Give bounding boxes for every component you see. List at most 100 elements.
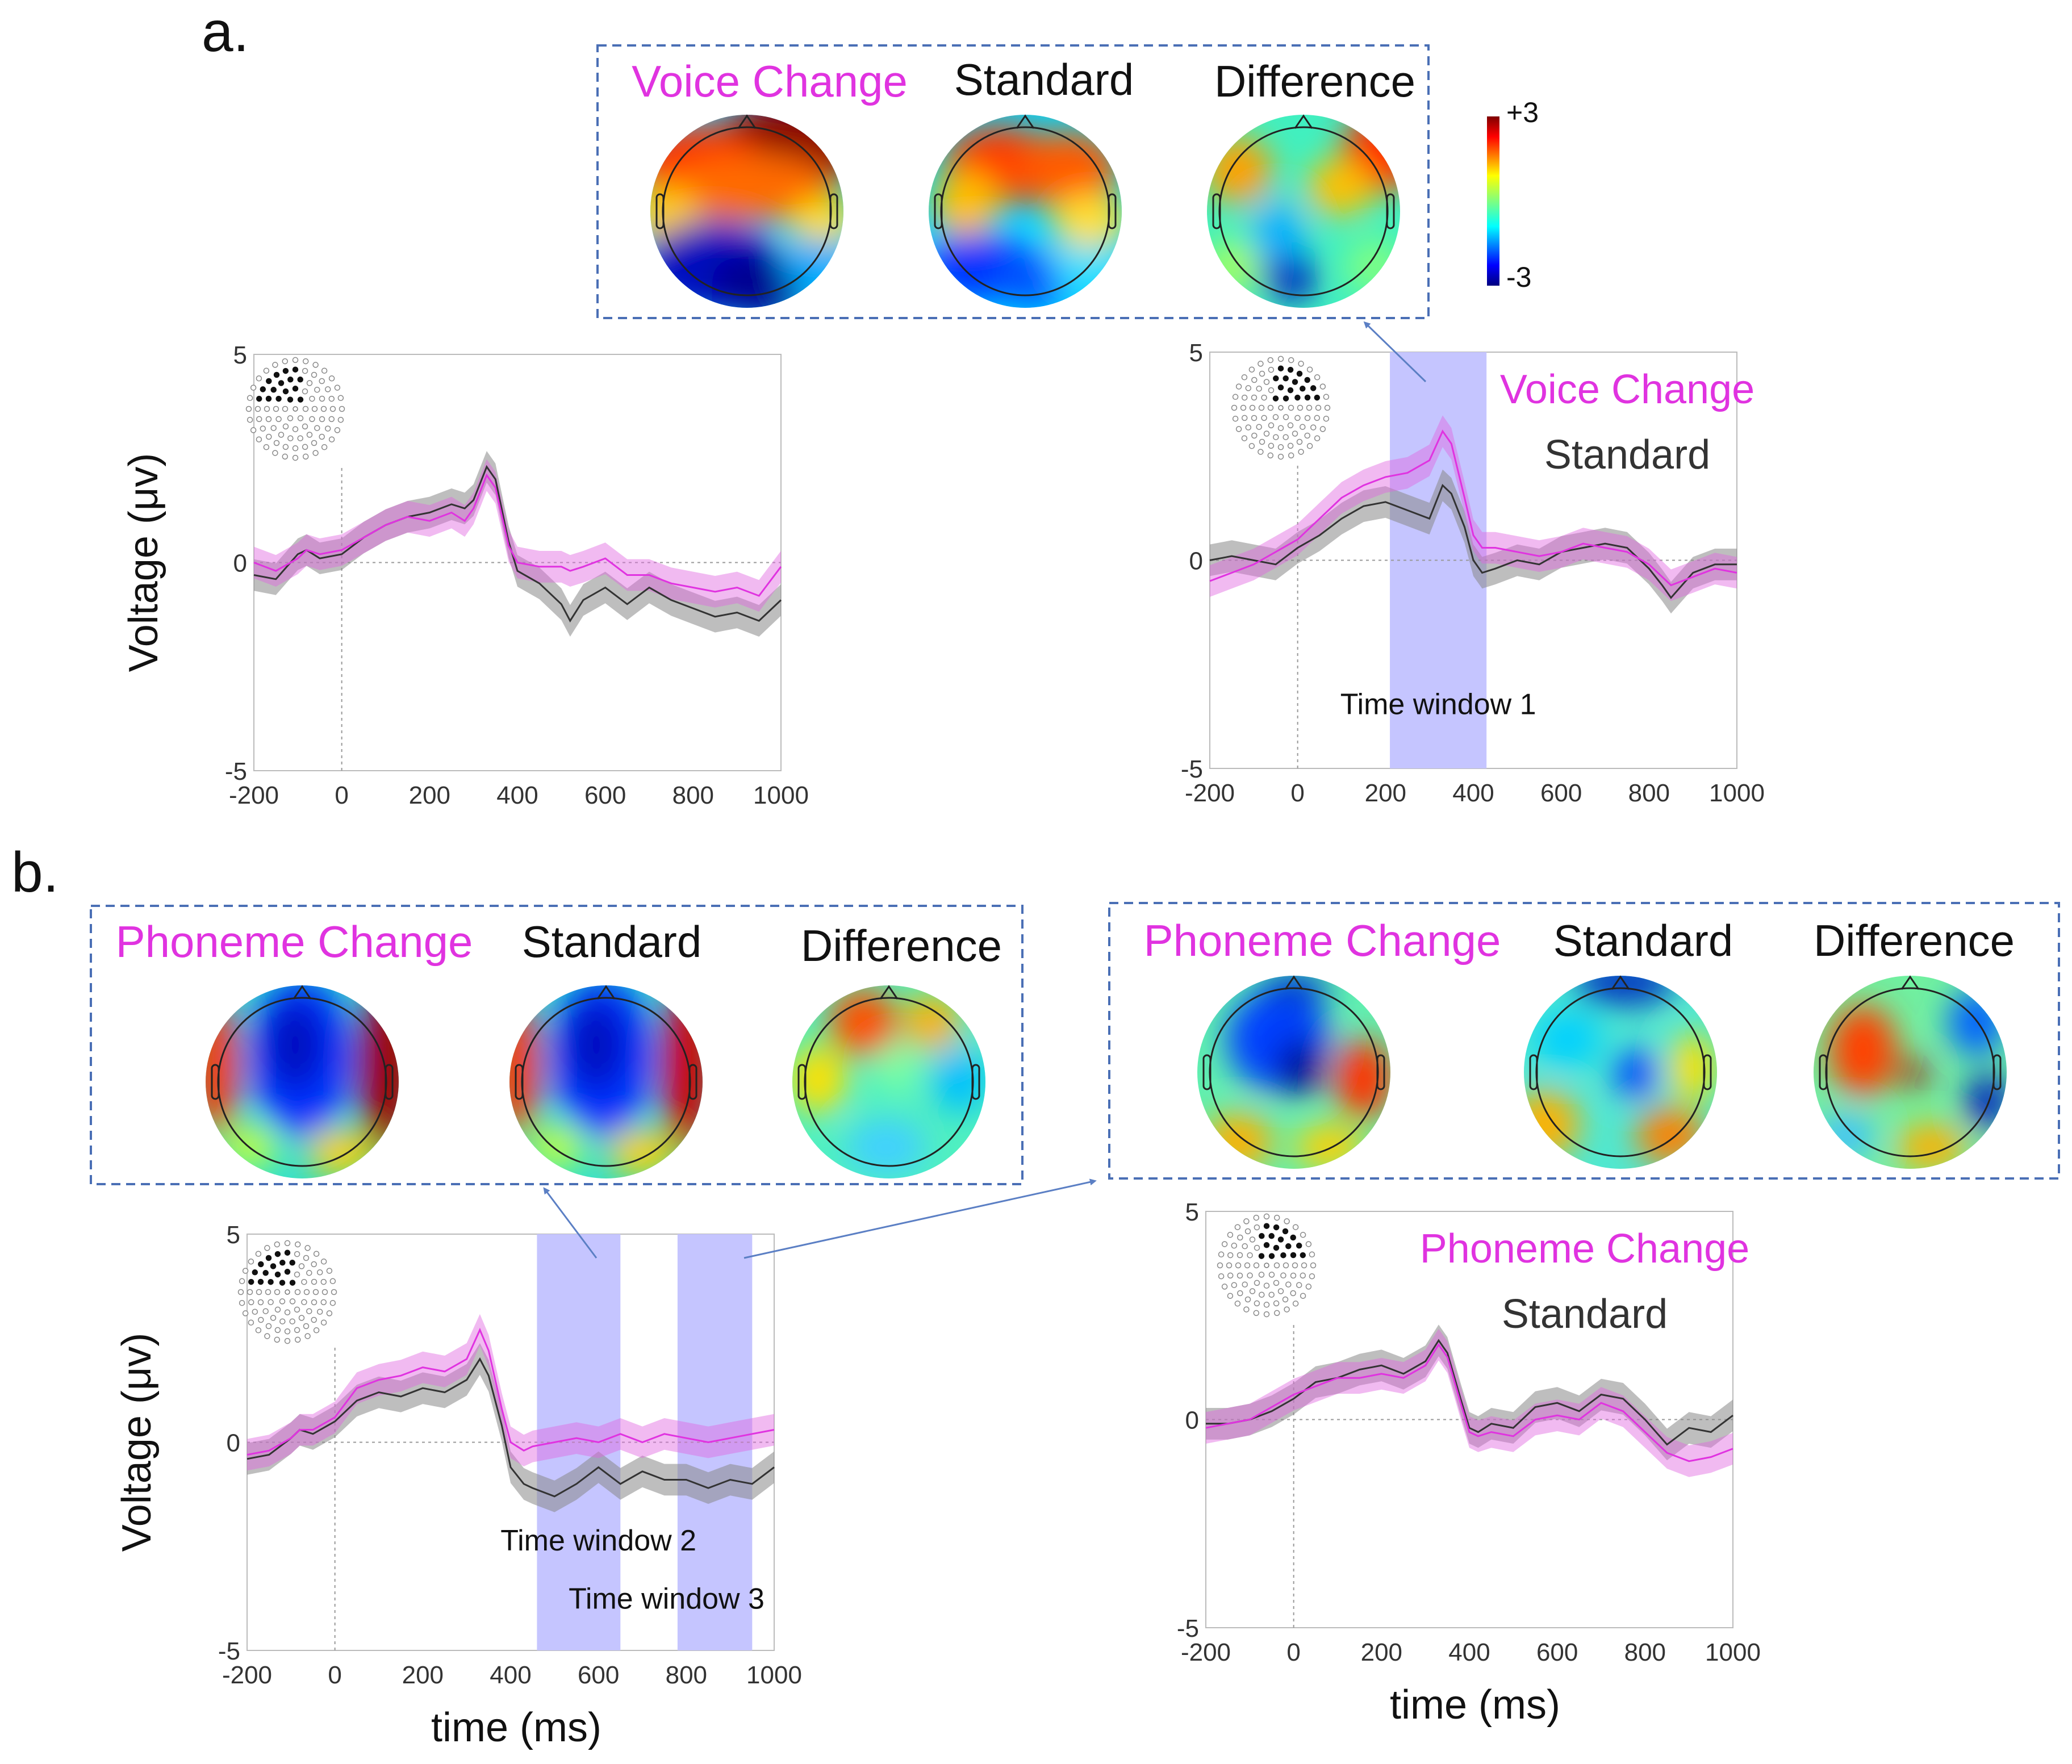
x-tick-label: 600 [584,781,626,809]
time-window-label: Time window 2 [500,1524,696,1557]
x-axis-label: time (ms) [431,1705,601,1750]
connector-arrows [543,321,1427,1259]
erp-chart-a-right: -5 0 5 -200 0 200 400 600 800 1000 Time window 1 Vo… [1181,339,1765,807]
x-tick-label: 400 [1448,1638,1490,1666]
arrow-window3-to-topo-b-right [743,1178,1097,1259]
series-error-band-condition [254,459,781,612]
x-tick-label: 0 [335,781,348,809]
topo-b-right-title-3: Difference [1814,916,2015,965]
x-tick-label: 400 [496,781,538,809]
x-tick-label: -200 [1181,1638,1231,1666]
topomap-a-difference [1207,114,1400,308]
x-axis-label: time (ms) [1390,1682,1560,1728]
x-tick-label: 200 [409,781,450,809]
legend-entry: Standard [1544,432,1710,478]
x-tick-label: 200 [1365,779,1406,807]
topo-a-title-1: Voice Change [632,56,908,106]
legend-entry: Voice Change [1500,367,1754,412]
legend-entry: Standard [1502,1291,1668,1337]
x-tick-label: 0 [1290,779,1304,807]
arrow-window2-to-topo-b-left [543,1187,598,1259]
x-tick-label: 1000 [746,1661,802,1689]
time-window-band [677,1234,753,1650]
electrode-montage-icon [1217,1213,1317,1318]
x-tick-label: 800 [1624,1638,1666,1666]
x-tick-label: 600 [578,1661,619,1689]
colorbar: +3 -3 [1487,97,1539,293]
topomap-a-voice-change [650,114,843,308]
topo-box-a: Voice Change Standard Difference [596,44,1539,319]
x-tick-label: 0 [328,1661,341,1689]
y-tick-label: 0 [227,1429,240,1457]
series-line-phoneme-change [247,1327,775,1456]
series-error-band-standard [1210,469,1737,614]
y-tick-label: 5 [227,1221,240,1249]
erp-chart-b-right: -5 0 5 -200 0 200 400 600 800 1000 time (ms) Phonem… [1177,1198,1761,1728]
topomap-b-standard-1 [509,985,703,1178]
y-tick-label: 5 [233,341,247,369]
y-tick-label: 5 [1185,1198,1199,1226]
x-tick-label: 600 [1536,1638,1578,1666]
topomap-b-phoneme-change-2 [1197,975,1390,1169]
y-tick-label: -5 [225,758,247,785]
x-tick-label: -200 [222,1661,272,1689]
topo-box-b-left: Phoneme Change Standard Difference [90,905,1024,1185]
x-tick-label: 800 [666,1661,707,1689]
y-tick-label: -5 [1181,755,1203,783]
series-line-voice-change [1209,429,1737,587]
y-tick-label: 0 [1185,1407,1199,1435]
topo-b-right-title-1: Phoneme Change [1144,916,1501,965]
topo-a-title-2: Standard [954,55,1134,104]
x-tick-label: 200 [402,1661,444,1689]
x-tick-label: -200 [229,781,279,809]
topomap-b-phoneme-change-1 [206,985,399,1178]
y-axis-label: Voltage (μv) [121,453,166,672]
colorbar-min-label: -3 [1506,261,1531,293]
y-tick-label: -5 [1177,1615,1199,1642]
topomap-a-standard [929,114,1122,308]
series-error-band-standard [254,451,781,637]
y-tick-label: 0 [233,550,247,578]
series-line-phoneme-change [1205,1343,1733,1462]
x-tick-label: 800 [672,781,714,809]
y-tick-label: -5 [218,1637,240,1665]
series-line-standard [247,1357,775,1498]
x-tick-label: 200 [1361,1638,1402,1666]
x-tick-label: 1000 [1709,779,1765,807]
topo-a-title-3: Difference [1214,56,1415,106]
time-window-label: Time window 3 [569,1583,765,1616]
x-tick-label: 0 [1286,1638,1300,1666]
y-axis-label: Voltage (μv) [114,1333,160,1552]
series-error-band-standard [1206,1324,1733,1461]
y-tick-label: 5 [1189,339,1203,367]
series-line-standard [1209,483,1737,599]
x-tick-label: 600 [1540,779,1582,807]
series-line-voice-change [253,473,782,597]
time-window-label: Time window 1 [1340,688,1536,721]
series-error-band-standard [247,1343,774,1512]
topomap-b-difference-2 [1814,975,2007,1169]
topo-box-b-right: Phoneme Change Standard Difference [1108,902,2060,1180]
x-tick-label: 1000 [1705,1638,1761,1666]
erp-chart-a-left: -5 0 5 -200 0 200 400 600 800 1000 Voltage (μv) [121,341,809,809]
electrode-montage-icon [245,357,345,461]
erp-chart-b-left: -5 0 5 -200 0 200 400 600 800 1000 Voltage (μv) tim… [114,1221,802,1750]
x-tick-label: 800 [1628,779,1670,807]
x-tick-label: 400 [1452,779,1494,807]
topo-b-left-title-1: Phoneme Change [116,917,473,967]
electrode-montage-icon [1231,356,1331,460]
topo-b-left-title-2: Standard [522,917,702,967]
electrode-montage-icon [237,1240,337,1344]
series-line-standard [253,465,782,623]
series-error-band-condition [1206,1328,1733,1477]
series-error-band-condition [247,1314,774,1471]
x-tick-label: 1000 [753,781,809,809]
topo-b-right-title-2: Standard [1553,916,1733,965]
legend-entry: Phoneme Change [1420,1226,1749,1272]
topo-b-left-title-3: Difference [801,921,1002,971]
topomap-b-difference-1 [792,985,985,1178]
series-error-band-condition [1210,415,1737,601]
colorbar-max-label: +3 [1506,97,1539,128]
panel-b-label: b. [11,841,59,904]
